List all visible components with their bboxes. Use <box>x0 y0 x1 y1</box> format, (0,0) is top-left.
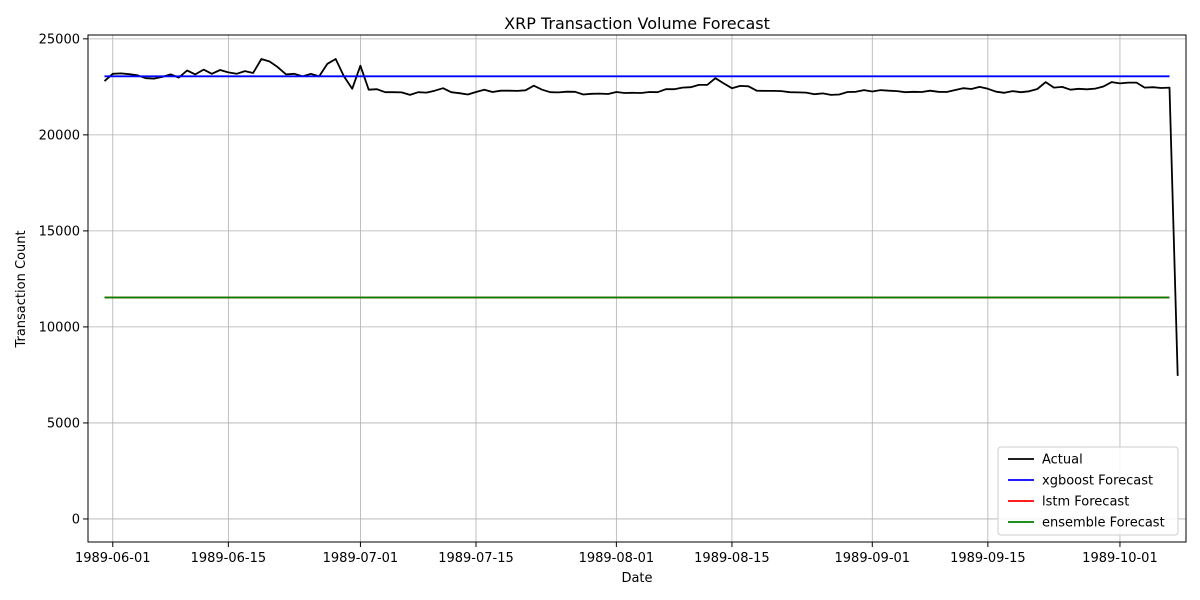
series-layer <box>103 58 1179 376</box>
x-tick-label: 1989-08-15 <box>694 551 770 566</box>
legend-label-actual: Actual <box>1042 453 1083 468</box>
y-tick-label: 10000 <box>39 320 80 335</box>
y-tick-label: 5000 <box>47 416 80 431</box>
x-tick-label: 1989-08-01 <box>579 551 655 566</box>
x-tick-label: 1989-09-15 <box>950 551 1026 566</box>
legend: Actual xgboost Forecast lstm Forecast ensem… <box>997 446 1179 536</box>
legend-label-ensemble-forecast: ensemble Forecast <box>1042 516 1165 531</box>
y-axis-title: Transaction Count <box>14 230 29 348</box>
x-tick-label: 1989-10-01 <box>1082 551 1158 566</box>
axes: 1989-06-01 1989-06-15 1989-07-01 1989-07-15… <box>39 32 1158 566</box>
x-tick-label: 1989-09-01 <box>835 551 911 566</box>
x-tick-label: 1989-07-15 <box>438 551 514 566</box>
x-tick-label: 1989-06-01 <box>75 551 151 566</box>
legend-label-xgboost-forecast: xgboost Forecast <box>1042 474 1153 489</box>
legend-label-lstm-forecast: lstm Forecast <box>1042 495 1129 510</box>
series-line-actual <box>103 58 1179 376</box>
x-tick-label: 1989-07-01 <box>323 551 399 566</box>
x-tick-label: 1989-06-15 <box>191 551 267 566</box>
plot-frame <box>87 34 1187 543</box>
y-tick-label: 25000 <box>39 32 80 47</box>
legend-box <box>997 446 1179 536</box>
chart-title: XRP Transaction Volume Forecast <box>504 14 770 33</box>
y-tick-label: 0 <box>72 512 80 527</box>
y-tick-label: 20000 <box>39 128 80 143</box>
x-axis-title: Date <box>621 571 652 586</box>
y-tick-label: 15000 <box>39 224 80 239</box>
